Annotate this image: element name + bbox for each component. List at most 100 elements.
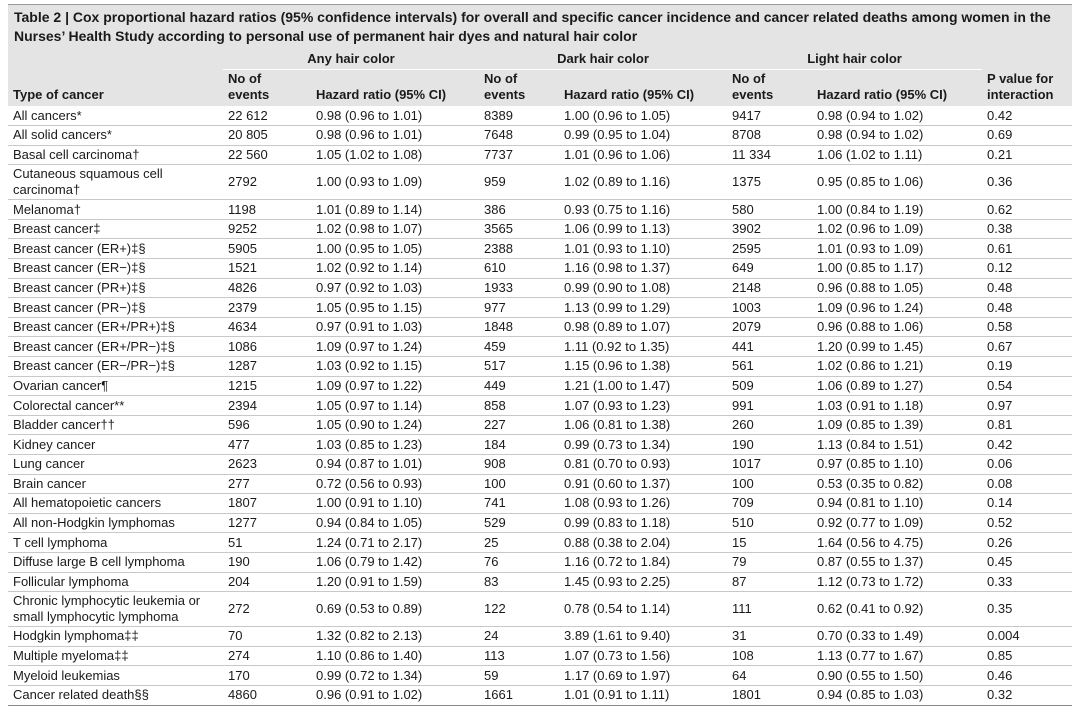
table-row: Breast cancer (ER+/PR−)‡§ 1086 1.09 (0.97 … (8, 336, 1073, 358)
cell: 1.13 (0.84 to 1.51) (812, 434, 983, 455)
header-spacer (8, 49, 223, 70)
cell: 11 334 (727, 145, 813, 166)
cell: 0.26 (982, 532, 1073, 553)
cell: 1.03 (0.91 to 1.18) (812, 395, 983, 416)
column-header: No of events (727, 69, 813, 106)
cell: 2079 (727, 317, 813, 338)
table-row: Breast cancer‡ 9252 1.02 (0.98 to 1.07) 356… (8, 219, 1073, 240)
row-label: Chronic lymphocytic leukemia or small ly… (8, 591, 223, 628)
cell: 3565 (479, 219, 560, 240)
cell: 1.16 (0.98 to 1.37) (559, 258, 728, 279)
cell: 170 (223, 665, 311, 686)
cell: 0.92 (0.77 to 1.09) (812, 513, 983, 534)
cell: 1.03 (0.92 to 1.15) (311, 356, 480, 377)
cell: 15 (727, 532, 813, 553)
cell: 79 (727, 552, 813, 573)
cell: 0.21 (982, 145, 1073, 166)
cell: 87 (727, 572, 813, 593)
cell: 9417 (727, 106, 813, 127)
row-label: Breast cancer (ER+)‡§ (8, 238, 223, 260)
row-label: Breast cancer (ER+/PR+)‡§ (8, 317, 223, 338)
cell: 386 (479, 199, 560, 220)
cell: 0.99 (0.95 to 1.04) (559, 125, 728, 146)
cell: 0.70 (0.33 to 1.49) (812, 626, 983, 647)
cell: 0.58 (982, 317, 1073, 338)
cell: 1.64 (0.56 to 4.75) (812, 532, 983, 553)
cell: 2388 (479, 238, 560, 260)
cell: 1.00 (0.96 to 1.05) (559, 106, 728, 127)
cell: 1.02 (0.96 to 1.09) (812, 219, 983, 240)
cell: 0.99 (0.90 to 1.08) (559, 278, 728, 299)
cell: 1807 (223, 493, 311, 514)
row-label: Brain cancer (8, 474, 223, 495)
row-label: Myeloid leukemias (8, 665, 223, 686)
cell: 1.01 (0.96 to 1.06) (559, 145, 728, 166)
cell: 5905 (223, 238, 311, 260)
cell: 2379 (223, 297, 311, 318)
cell: 3902 (727, 219, 813, 240)
cell: 24 (479, 626, 560, 647)
cell: 20 805 (223, 125, 311, 146)
cell: 0.98 (0.96 to 1.01) (311, 106, 480, 127)
cell: 0.14 (982, 493, 1073, 514)
column-header: Hazard ratio (95% CI) (311, 69, 480, 106)
cell: 1.17 (0.69 to 1.97) (559, 665, 728, 686)
cell: 111 (727, 591, 813, 628)
table-row: Kidney cancer 477 1.03 (0.85 to 1.23) 184 0.… (8, 434, 1073, 455)
cell: 25 (479, 532, 560, 553)
cell: 1.13 (0.99 to 1.29) (559, 297, 728, 318)
table-row: All solid cancers* 20 805 0.98 (0.96 to 1.… (8, 125, 1073, 146)
cell: 1933 (479, 278, 560, 299)
cell: 991 (727, 395, 813, 416)
table-row: Myeloid leukemias 170 0.99 (0.72 to 1.34) 5… (8, 665, 1073, 686)
cell: 3.89 (1.61 to 9.40) (559, 626, 728, 647)
table-row: Colorectal cancer** 2394 1.05 (0.97 to 1.1… (8, 395, 1073, 416)
cell: 1.00 (0.95 to 1.05) (311, 238, 480, 260)
cell: 8389 (479, 106, 560, 127)
cell: 0.48 (982, 297, 1073, 318)
row-label: All solid cancers* (8, 125, 223, 146)
cell: 741 (479, 493, 560, 514)
row-label: Hodgkin lymphoma‡‡ (8, 626, 223, 647)
cell: 0.81 (0.70 to 0.93) (559, 454, 728, 475)
cell: 449 (479, 376, 560, 397)
cell: 51 (223, 532, 311, 553)
cell: 580 (727, 199, 813, 220)
cell: 0.62 (0.41 to 0.92) (812, 591, 983, 628)
cell: 1.00 (0.84 to 1.19) (812, 199, 983, 220)
row-label: Breast cancer‡ (8, 219, 223, 240)
cell: 977 (479, 297, 560, 318)
cell: 1.09 (0.97 to 1.22) (311, 376, 480, 397)
cell: 2792 (223, 164, 311, 201)
cell: 561 (727, 356, 813, 377)
cell: 0.98 (0.89 to 1.07) (559, 317, 728, 338)
cell: 0.69 (982, 125, 1073, 146)
cell: 0.99 (0.73 to 1.34) (559, 434, 728, 455)
cell: 0.96 (0.91 to 1.02) (311, 685, 480, 706)
table-row: Diffuse large B cell lymphoma 190 1.06 (0.… (8, 552, 1073, 573)
cell: 100 (479, 474, 560, 495)
cell: 274 (223, 646, 311, 667)
cell: 477 (223, 434, 311, 455)
cell: 1.06 (0.79 to 1.42) (311, 552, 480, 573)
header-spacer (982, 49, 1073, 70)
table-row: Basal cell carcinoma† 22 560 1.05 (1.02 to… (8, 145, 1073, 166)
row-label: Breast cancer (ER−)‡§ (8, 258, 223, 279)
cell: 2394 (223, 395, 311, 416)
cell: 0.19 (982, 356, 1073, 377)
cell: 7648 (479, 125, 560, 146)
cell: 1.01 (0.89 to 1.14) (311, 199, 480, 220)
cell: 509 (727, 376, 813, 397)
table-row: All hematopoietic cancers 1807 1.00 (0.91 … (8, 493, 1073, 514)
cell: 0.96 (0.88 to 1.06) (812, 317, 983, 338)
cell: 0.67 (982, 336, 1073, 358)
cell: 1017 (727, 454, 813, 475)
row-label: All non-Hodgkin lymphomas (8, 513, 223, 534)
cell: 1.00 (0.93 to 1.09) (311, 164, 480, 201)
cell: 0.99 (0.83 to 1.18) (559, 513, 728, 534)
cell: 1.45 (0.93 to 2.25) (559, 572, 728, 593)
cell: 1.08 (0.93 to 1.26) (559, 493, 728, 514)
cell: 0.45 (982, 552, 1073, 573)
table-row: Breast cancer (ER+/PR+)‡§ 4634 0.97 (0.91 … (8, 317, 1073, 338)
cell: 83 (479, 572, 560, 593)
